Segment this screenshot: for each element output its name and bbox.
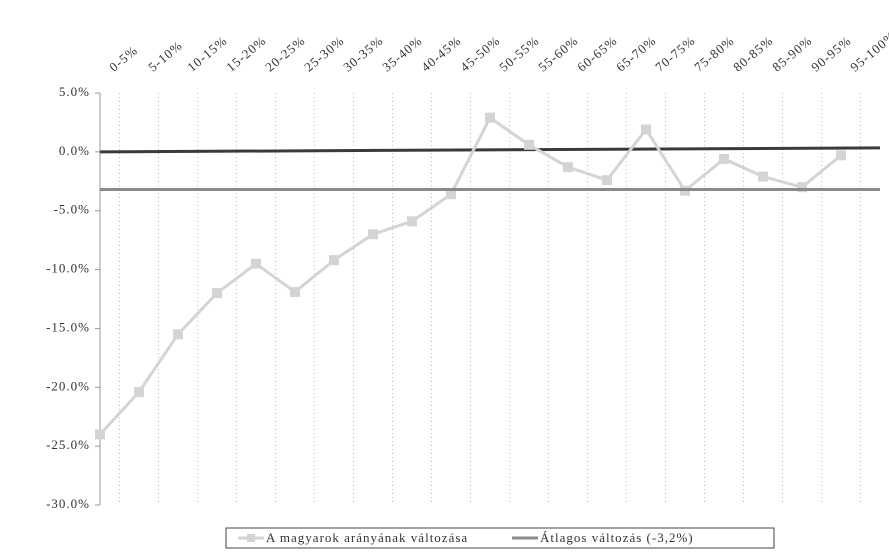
point <box>602 175 612 186</box>
x-tick-label: 65-70% <box>613 33 659 75</box>
y-tick-label: -10.0% <box>46 261 90 276</box>
x-tick-label: 25-30% <box>301 33 347 75</box>
series-line <box>98 115 842 436</box>
legend-label: A magyarok arányának változása <box>266 530 468 545</box>
x-tick-label: 5-10% <box>145 38 185 75</box>
x-tick-label: 45-50% <box>457 33 503 75</box>
zero-line <box>99 146 881 154</box>
x-tick-label: 50-55% <box>496 33 542 75</box>
x-tick-label: 75-80% <box>691 33 737 75</box>
point <box>173 329 183 340</box>
point <box>407 216 417 227</box>
x-tick-label: 90-95% <box>808 33 854 75</box>
point <box>485 112 495 123</box>
y-tick-label: -15.0% <box>46 319 90 334</box>
point <box>563 162 573 173</box>
x-tick-label: 20-25% <box>262 33 308 75</box>
y-tick-label: -20.0% <box>46 378 90 393</box>
x-tick-label: 35-40% <box>379 33 425 75</box>
point <box>134 386 144 397</box>
point <box>212 288 222 299</box>
x-tick-label: 40-45% <box>418 33 464 75</box>
x-tick-label: 10-15% <box>184 33 230 75</box>
legend-marker <box>247 534 255 542</box>
x-tick-label: 80-85% <box>730 33 776 75</box>
y-tick-label: -30.0% <box>46 496 90 511</box>
x-tick-label: 55-60% <box>535 33 581 75</box>
x-tick-label: 60-65% <box>574 33 620 75</box>
x-tick-label: 30-35% <box>340 33 386 75</box>
point <box>368 229 378 240</box>
x-tick-label: 0-5% <box>106 42 140 74</box>
x-tick-label: 85-90% <box>769 33 815 75</box>
point <box>719 153 729 164</box>
point <box>251 258 261 269</box>
x-tick-label: 15-20% <box>223 33 269 75</box>
y-tick-label: 0.0% <box>59 143 90 158</box>
x-tick-label: 95-100% <box>847 28 889 75</box>
point <box>95 429 105 440</box>
legend-label: Átlagos változás (-3,2%) <box>540 530 694 545</box>
point <box>329 255 339 266</box>
y-tick-label: -25.0% <box>46 437 90 452</box>
point <box>446 189 456 200</box>
y-tick-label: 5.0% <box>59 84 90 99</box>
point <box>290 286 300 297</box>
point <box>524 139 534 150</box>
point <box>641 124 651 135</box>
x-tick-label: 70-75% <box>652 33 698 75</box>
point <box>836 150 846 161</box>
point <box>758 171 768 182</box>
legend-box <box>225 527 775 549</box>
point <box>797 182 807 193</box>
y-tick-label: -5.0% <box>54 202 90 217</box>
